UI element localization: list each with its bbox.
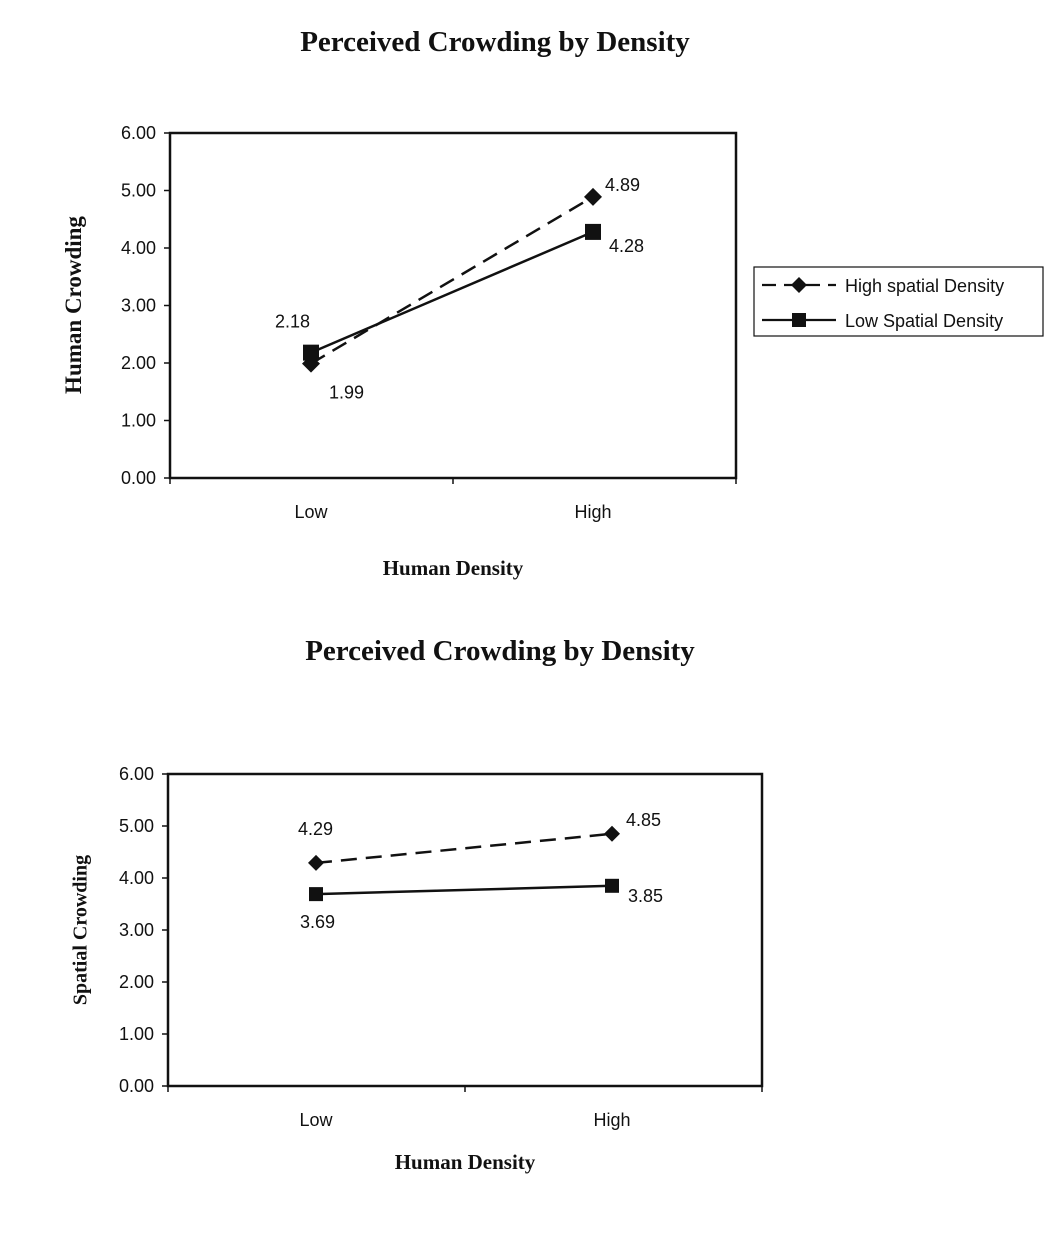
chart1-series-2-data-label: 2.18 xyxy=(275,312,310,332)
chart2-series-2-data-label: 3.85 xyxy=(628,886,663,906)
chart1-plot-area xyxy=(168,131,738,480)
chart1-y-tick-label: 1.00 xyxy=(121,411,156,431)
chart2-series-2-marker xyxy=(605,878,619,893)
chart2-series-1-line xyxy=(315,832,613,865)
chart2-series-1-data-label: 4.29 xyxy=(298,819,333,839)
chart1-series-1-line xyxy=(310,195,594,365)
chart1-series-1-data-label: 1.99 xyxy=(329,383,364,403)
chart1-series-2-marker xyxy=(303,344,319,361)
chart2-x-axis-label: Human Density xyxy=(394,1150,536,1174)
chart2-y-tick-label: 2.00 xyxy=(119,972,154,992)
chart1-legend-swatch-marker xyxy=(791,277,807,293)
chart1-title: Perceived Crowding by Density xyxy=(300,26,690,58)
chart2-y-tick-label: 0.00 xyxy=(119,1076,154,1096)
chart1-legend-swatch-marker xyxy=(792,313,806,327)
chart2-y-tick-label: 4.00 xyxy=(119,868,154,888)
chart1-x-tick-label: Low xyxy=(294,502,328,522)
chart2-x-tick-label: High xyxy=(593,1110,630,1130)
chart2-series-1-marker xyxy=(604,825,620,842)
chart1-y-tick-label: 4.00 xyxy=(121,238,156,258)
chart2-y-tick-label: 6.00 xyxy=(119,764,154,784)
chart2-series-2-marker xyxy=(309,887,323,902)
chart1-y-tick-label: 5.00 xyxy=(121,181,156,201)
chart2-y-tick-label: 3.00 xyxy=(119,920,154,940)
chart1-x-tick-label: High xyxy=(574,502,611,522)
chart1-y-tick-label: 3.00 xyxy=(121,296,156,316)
chart2-x-tick-label: Low xyxy=(299,1110,333,1130)
chart1-series-2-data-label: 4.28 xyxy=(609,236,644,256)
chart1-series-2-line xyxy=(310,230,594,354)
chart1-y-tick-label: 2.00 xyxy=(121,353,156,373)
chart1-x-axis-label: Human Density xyxy=(382,556,524,580)
chart1-y-tick-label: 6.00 xyxy=(121,123,156,143)
chart1-series-2-marker xyxy=(585,223,601,240)
chart1-legend-entry: High spatial Density xyxy=(845,276,1004,296)
chart1-series-1-marker xyxy=(584,187,602,206)
chart1-legend-entry: Low Spatial Density xyxy=(845,311,1003,331)
chart2-series-2-line xyxy=(315,884,613,896)
chart1-y-tick-label: 0.00 xyxy=(121,468,156,488)
chart2-series-1-data-label: 4.85 xyxy=(626,810,661,830)
chart1-series-1-data-label: 4.89 xyxy=(605,175,640,195)
chart2-series-1-marker xyxy=(308,854,324,871)
chart2-y-tick-label: 5.00 xyxy=(119,816,154,836)
chart2-title: Perceived Crowding by Density xyxy=(305,635,695,667)
chart2-series-2-data-label: 3.69 xyxy=(300,912,335,932)
chart2-y-tick-label: 1.00 xyxy=(119,1024,154,1044)
chart2-plot-area xyxy=(166,772,764,1088)
